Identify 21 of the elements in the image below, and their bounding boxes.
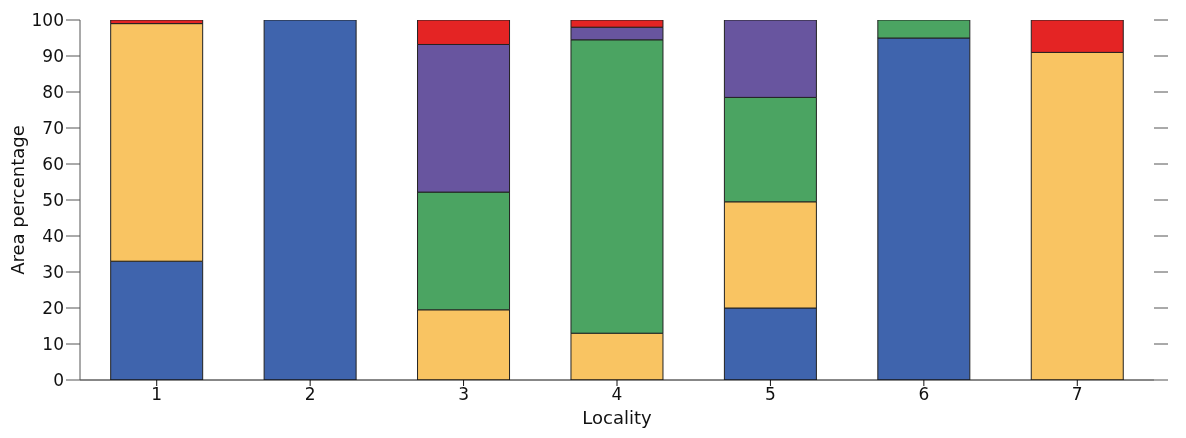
y-tick-label: 10 — [42, 334, 64, 355]
y-tick-label: 0 — [53, 370, 64, 391]
x-tick-label: 7 — [1071, 384, 1083, 405]
y-tick-label: 100 — [31, 10, 64, 31]
x-tick-label: 5 — [765, 384, 776, 405]
y-tick-label: 80 — [42, 82, 64, 103]
y-tick-label: 90 — [42, 46, 64, 67]
bar — [263, 20, 357, 380]
x-tick-label: 1 — [151, 384, 163, 405]
y-axis-title: Area percentage — [7, 125, 29, 275]
x-tick-label: 2 — [304, 384, 316, 405]
x-axis-title: Locality — [582, 407, 653, 428]
y-tick-label: 30 — [42, 262, 64, 283]
y-tick-label: 50 — [42, 190, 64, 211]
y-tick-label: 20 — [42, 298, 64, 319]
y-tick-label: 60 — [42, 154, 64, 175]
x-tick-label: 6 — [918, 384, 930, 405]
x-tick-label: 3 — [458, 384, 469, 405]
x-tick-label: 4 — [611, 384, 623, 405]
y-tick-label: 40 — [42, 226, 64, 247]
y-tick-label: 70 — [42, 118, 64, 139]
